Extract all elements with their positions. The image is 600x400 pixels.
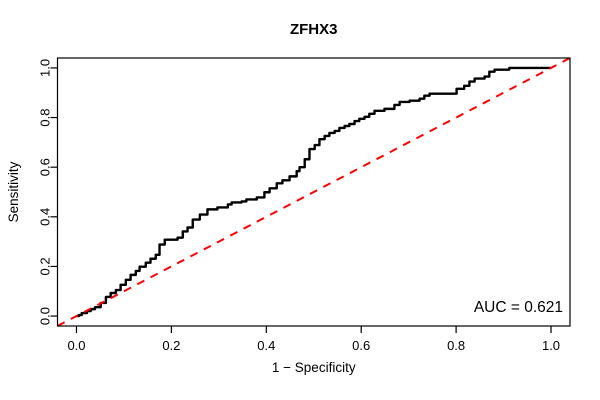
auc-annotation: AUC = 0.621 — [474, 299, 563, 316]
x-axis-tick-label: 0.6 — [352, 338, 370, 353]
y-axis-tick-label: 0.6 — [38, 158, 53, 176]
x-axis-tick-label: 1.0 — [542, 338, 560, 353]
chance-diagonal-line — [57, 57, 571, 327]
x-axis-tick-label: 0.8 — [447, 338, 465, 353]
y-axis-tick-label: 0.0 — [38, 307, 53, 325]
x-axis-tick-label: 0.2 — [162, 338, 180, 353]
y-axis-tick-label: 0.4 — [38, 208, 53, 226]
plot-box — [56, 57, 571, 327]
y-axis-label: Sensitivity — [6, 161, 21, 222]
y-axis-tick-label: 0.2 — [38, 257, 53, 275]
roc-curve-line — [76, 66, 552, 318]
chart-title: ZFHX3 — [290, 21, 338, 38]
y-axis-tick-label: 0.8 — [38, 109, 53, 127]
x-axis-tick-label: 0.0 — [67, 338, 85, 353]
x-axis-tick-label: 0.4 — [257, 338, 275, 353]
x-axis-label: 1 − Specificity — [272, 360, 356, 375]
y-axis-tick-label: 1.0 — [38, 59, 53, 77]
